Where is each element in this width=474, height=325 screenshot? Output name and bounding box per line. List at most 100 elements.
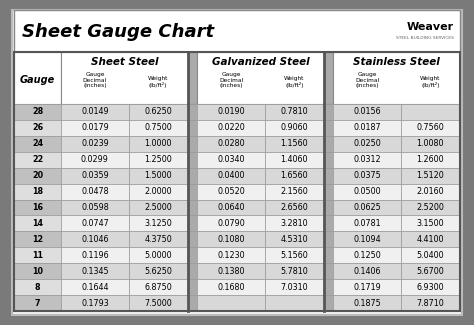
Bar (401, 215, 460, 231)
Bar (333, 263, 401, 279)
Bar (128, 200, 188, 215)
Bar (324, 231, 333, 247)
Bar (14, 104, 61, 120)
Text: 5.6250: 5.6250 (144, 267, 172, 276)
Bar (264, 200, 324, 215)
Bar (14, 120, 61, 136)
Bar (14, 295, 61, 311)
Text: 0.1046: 0.1046 (81, 235, 109, 244)
Bar (333, 184, 401, 200)
Text: 0.0598: 0.0598 (81, 203, 109, 212)
Bar (61, 184, 128, 200)
Bar (197, 152, 264, 168)
Text: 1.4060: 1.4060 (281, 155, 308, 164)
Text: 1.2600: 1.2600 (417, 155, 444, 164)
Text: 0.0500: 0.0500 (353, 187, 381, 196)
Bar (324, 295, 333, 311)
Text: 0.0220: 0.0220 (217, 124, 245, 132)
Text: Sheet Steel: Sheet Steel (91, 57, 158, 67)
Text: 0.1719: 0.1719 (353, 283, 381, 292)
Bar (324, 200, 333, 215)
Bar (14, 52, 61, 104)
Text: 2.0160: 2.0160 (417, 187, 444, 196)
Bar (14, 168, 61, 184)
Text: 0.0520: 0.0520 (217, 187, 245, 196)
Bar (14, 10, 460, 52)
Bar (333, 52, 460, 104)
Text: 26: 26 (32, 124, 43, 132)
Bar (333, 152, 401, 168)
Text: Weaver: Weaver (407, 22, 454, 32)
Text: 0.0179: 0.0179 (81, 124, 109, 132)
Bar (324, 52, 333, 104)
Bar (14, 184, 61, 200)
Text: Stainless Steel: Stainless Steel (353, 57, 440, 67)
Bar (264, 263, 324, 279)
Text: 11: 11 (32, 251, 43, 260)
Text: 0.1250: 0.1250 (353, 251, 381, 260)
Text: 4.3750: 4.3750 (144, 235, 172, 244)
Bar (14, 136, 61, 152)
Bar (324, 120, 333, 136)
Text: 0.0250: 0.0250 (353, 139, 381, 148)
Bar (197, 279, 264, 295)
Text: 0.1644: 0.1644 (81, 283, 109, 292)
Text: 2.6560: 2.6560 (281, 203, 308, 212)
Bar (61, 168, 128, 184)
Bar (128, 215, 188, 231)
Text: 0.1380: 0.1380 (217, 267, 245, 276)
Bar (128, 231, 188, 247)
Bar (333, 295, 401, 311)
Bar (264, 247, 324, 263)
Text: 22: 22 (32, 155, 43, 164)
Text: 0.7810: 0.7810 (281, 108, 308, 116)
Text: 0.0781: 0.0781 (353, 219, 381, 228)
Bar (197, 104, 264, 120)
Bar (333, 200, 401, 215)
Bar (61, 52, 188, 104)
Text: 2.1560: 2.1560 (281, 187, 308, 196)
Text: 5.6700: 5.6700 (417, 267, 444, 276)
Bar (14, 263, 61, 279)
Bar (324, 104, 333, 120)
Bar (264, 152, 324, 168)
Bar (128, 279, 188, 295)
Bar (14, 247, 61, 263)
Bar (14, 152, 61, 168)
Bar (188, 104, 197, 120)
Bar (197, 215, 264, 231)
Text: 0.7500: 0.7500 (144, 124, 172, 132)
Text: 1.2500: 1.2500 (144, 155, 172, 164)
Text: 0.1875: 0.1875 (353, 299, 381, 307)
Bar (333, 104, 401, 120)
Text: 0.1196: 0.1196 (81, 251, 109, 260)
Bar (401, 247, 460, 263)
Bar (264, 215, 324, 231)
Text: Weight
(lb/ft²): Weight (lb/ft²) (420, 76, 440, 88)
Bar (333, 168, 401, 184)
Bar (401, 200, 460, 215)
Bar (128, 152, 188, 168)
Bar (197, 52, 324, 104)
Text: 1.5000: 1.5000 (145, 171, 172, 180)
Text: 6.9300: 6.9300 (417, 283, 444, 292)
Bar (14, 52, 460, 311)
Text: 3.1500: 3.1500 (417, 219, 444, 228)
Text: 6.8750: 6.8750 (144, 283, 172, 292)
Bar (197, 168, 264, 184)
Text: 0.0280: 0.0280 (217, 139, 245, 148)
Text: 1.1560: 1.1560 (281, 139, 308, 148)
Text: 0.0790: 0.0790 (217, 219, 245, 228)
Bar (324, 184, 333, 200)
Text: 0.0187: 0.0187 (353, 124, 381, 132)
Bar (324, 247, 333, 263)
Bar (61, 200, 128, 215)
Bar (128, 120, 188, 136)
Text: 1.6560: 1.6560 (281, 171, 308, 180)
Text: Gauge: Gauge (20, 75, 55, 85)
Text: 0.0400: 0.0400 (217, 171, 245, 180)
Text: 0.0190: 0.0190 (217, 108, 245, 116)
Bar (333, 120, 401, 136)
Bar (188, 215, 197, 231)
Bar (188, 231, 197, 247)
